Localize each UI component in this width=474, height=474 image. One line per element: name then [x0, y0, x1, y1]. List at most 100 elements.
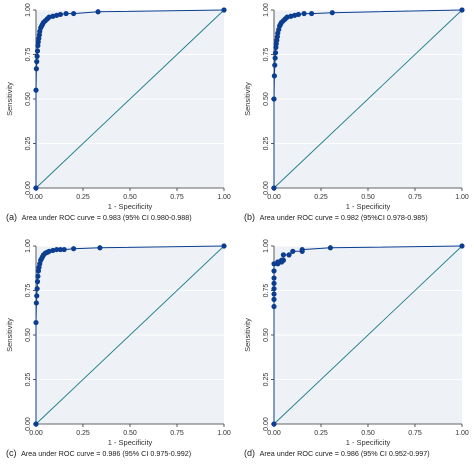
- roc-point: [299, 246, 305, 253]
- auc-text-b: Area under ROC curve = 0.982 (95%CI 0.97…: [259, 213, 428, 222]
- x-tick-label: 0.25: [76, 194, 90, 201]
- y-tick-label: 1.00: [25, 3, 32, 17]
- x-tick-label: 0.75: [408, 430, 422, 437]
- roc-chart-c: 0.00 0.25 0.50 0.75 1.00 0.00 0.25 0.50 0.75 1.00…: [5, 239, 231, 447]
- reference-line: [273, 245, 463, 425]
- roc-point: [271, 275, 277, 281]
- roc-point: [280, 257, 286, 263]
- roc-point: [271, 268, 277, 274]
- y-axis-label: Sensitivity: [243, 82, 252, 116]
- panel-tag-a: (a): [6, 212, 17, 222]
- auc-text-c: Area under ROC curve = 0.986 (95% CI 0.9…: [21, 449, 192, 458]
- roc-point: [71, 10, 77, 17]
- roc-point: [33, 185, 39, 191]
- roc-point: [35, 273, 41, 279]
- y-tick-label: 0.75: [25, 48, 32, 62]
- roc-chart-b: 0.00 0.25 0.50 0.75 1.00 0.00 0.25 0.50 0.75 1.00…: [243, 3, 469, 211]
- panel-tag-b: (b): [244, 212, 255, 222]
- roc-point: [290, 248, 296, 254]
- roc-point: [271, 280, 277, 286]
- roc-point: [271, 421, 277, 427]
- x-tick-label: 0.50: [123, 194, 137, 201]
- roc-point: [71, 246, 77, 252]
- y-tick-label: 0.75: [25, 284, 32, 298]
- y-tick-label: 0.00: [25, 181, 32, 195]
- roc-point: [61, 246, 67, 253]
- caption-d: (d) Area under ROC curve = 0.986 (95% CI…: [244, 448, 470, 458]
- y-tick-label: 0.50: [25, 328, 32, 342]
- roc-point: [34, 293, 40, 299]
- roc-point: [221, 243, 227, 249]
- roc-point: [33, 300, 39, 306]
- roc-point: [34, 279, 41, 285]
- roc-panel-d: 0.00 0.25 0.50 0.75 1.00 0.00 0.25 0.50 0.75 1.00…: [240, 238, 470, 468]
- y-axis-label: Sensitivity: [5, 318, 14, 352]
- roc-point: [271, 185, 277, 191]
- x-tick-label: 1.00: [217, 430, 231, 437]
- y-tick-label: 0.00: [263, 417, 270, 431]
- y-tick-label: 0.50: [263, 92, 270, 106]
- y-tick-label: 0.25: [263, 137, 270, 151]
- roc-point: [271, 303, 277, 310]
- roc-point: [271, 291, 277, 297]
- roc-point: [34, 59, 40, 65]
- x-tick-label: 0.25: [314, 430, 328, 437]
- roc-point: [33, 66, 39, 72]
- y-axis-label: Sensitivity: [5, 82, 14, 116]
- roc-point: [57, 246, 64, 253]
- x-tick-label: 0.25: [76, 430, 90, 437]
- x-tick-label: 1.00: [217, 194, 231, 201]
- auc-text-a: Area under ROC curve = 0.983 (95% CI 0.9…: [21, 213, 192, 222]
- y-tick-label: 0.00: [263, 181, 270, 195]
- y-tick-label: 0.25: [263, 373, 270, 387]
- x-tick-label: 0.75: [408, 194, 422, 201]
- reference-line: [273, 9, 463, 189]
- y-tick-label: 1.00: [263, 239, 270, 253]
- roc-point: [221, 7, 227, 13]
- roc-point: [97, 245, 103, 251]
- roc-point: [459, 243, 465, 249]
- x-tick-label: 0.00: [267, 194, 281, 201]
- y-tick-label: 0.25: [25, 137, 32, 151]
- y-tick-label: 0.00: [25, 417, 32, 431]
- x-axis-label: 1 - Specificity: [346, 202, 391, 211]
- roc-point: [295, 11, 302, 18]
- roc-point: [33, 87, 39, 93]
- caption-b: (b) Area under ROC curve = 0.982 (95%CI …: [244, 212, 470, 222]
- panel-tag-c: (c): [6, 448, 17, 458]
- roc-point: [34, 286, 40, 292]
- y-tick-label: 0.25: [25, 373, 32, 387]
- x-tick-label: 1.00: [455, 430, 469, 437]
- x-tick-label: 0.50: [123, 430, 137, 437]
- roc-point: [271, 73, 277, 79]
- x-axis-label: 1 - Specificity: [346, 438, 391, 447]
- roc-point: [63, 10, 69, 17]
- roc-point: [272, 50, 279, 56]
- roc-point: [280, 252, 286, 258]
- panel-tag-d: (d): [244, 448, 255, 458]
- roc-panel-c: 0.00 0.25 0.50 0.75 1.00 0.00 0.25 0.50 0.75 1.00…: [2, 238, 232, 468]
- roc-point: [271, 286, 277, 292]
- roc-point: [271, 296, 277, 302]
- roc-chart-d: 0.00 0.25 0.50 0.75 1.00 0.00 0.25 0.50 0.75 1.00…: [243, 239, 469, 447]
- roc-chart-a: 0.00 0.25 0.50 0.75 1.00 0.00 0.25 0.50 0.75 1.00…: [5, 3, 231, 211]
- x-tick-label: 0.50: [361, 430, 375, 437]
- y-axis-label: Sensitivity: [243, 318, 252, 352]
- reference-line: [35, 9, 225, 189]
- auc-text-d: Area under ROC curve = 0.986 (95% CI 0.9…: [259, 449, 430, 458]
- caption-c: (c) Area under ROC curve = 0.986 (95% CI…: [6, 448, 232, 458]
- roc-point: [327, 245, 333, 251]
- roc-point: [271, 96, 277, 102]
- roc-point: [272, 62, 278, 68]
- roc-point: [33, 421, 39, 427]
- y-tick-label: 0.50: [263, 328, 270, 342]
- x-tick-label: 0.25: [314, 194, 328, 201]
- caption-a: (a) Area under ROC curve = 0.983 (95% CI…: [6, 212, 232, 222]
- x-tick-label: 0.00: [29, 194, 43, 201]
- roc-point: [34, 48, 41, 54]
- y-tick-label: 1.00: [263, 3, 270, 17]
- x-tick-label: 1.00: [455, 194, 469, 201]
- roc-point: [301, 10, 307, 17]
- y-tick-label: 0.75: [263, 48, 270, 62]
- x-tick-label: 0.00: [267, 430, 281, 437]
